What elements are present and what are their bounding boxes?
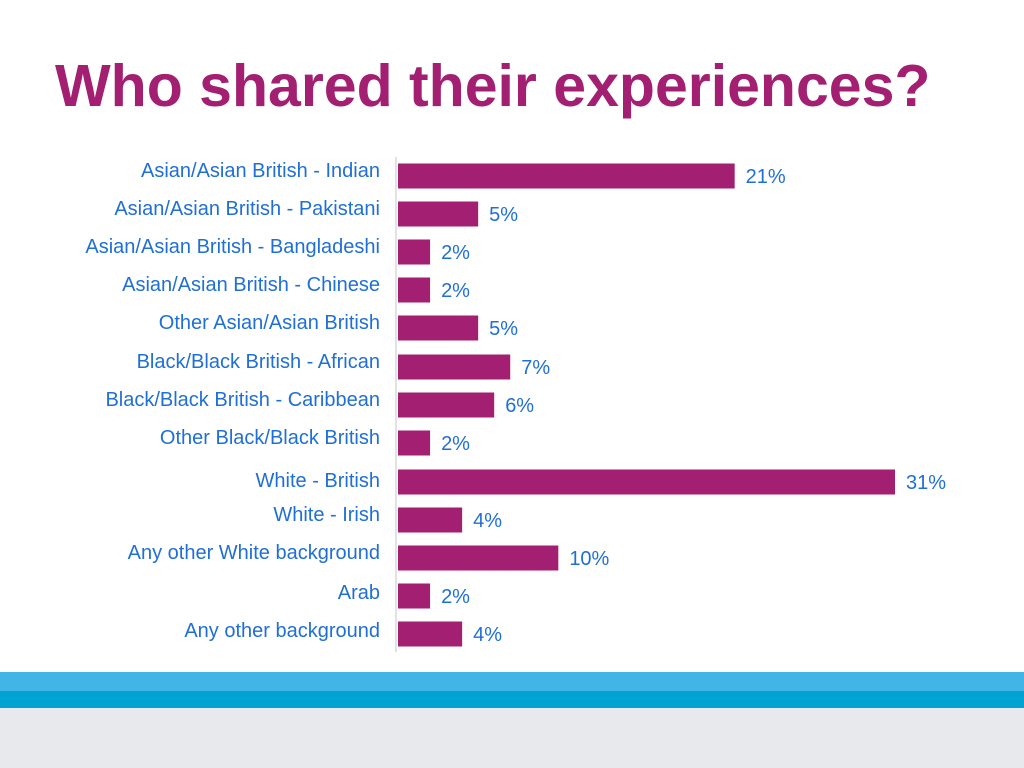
bar [398,277,431,303]
footer-band-light [0,672,1024,691]
bar [398,469,895,495]
category-label: Black/Black British - African [137,351,380,373]
category-label: White - Irish [273,504,380,526]
bars-group: Asian/Asian British - Indian 21% Asian/Asi… [85,160,946,647]
bar [398,430,431,456]
category-label: Other Black/Black British [160,427,380,449]
category-label: Arab [338,582,380,604]
bar [398,239,431,265]
value-label: 2% [441,280,470,302]
footer-band-dark [0,691,1024,708]
bar [398,354,511,380]
slide-title: Who shared their experiences? [55,53,931,119]
value-label: 6% [505,395,534,417]
bar [398,621,463,647]
bar [398,201,479,227]
value-label: 10% [569,548,609,570]
value-label: 21% [746,166,786,188]
category-label: Asian/Asian British - Indian [141,160,380,182]
bar [398,583,431,609]
bar [398,163,735,189]
value-label: 2% [441,433,470,455]
category-label: Asian/Asian British - Bangladeshi [85,236,380,258]
category-label: Any other background [184,620,380,642]
bar [398,315,479,341]
category-label: White - British [256,470,380,492]
value-label: 2% [441,242,470,264]
category-label: Black/Black British - Caribbean [105,389,380,411]
value-label: 4% [473,510,502,532]
value-label: 2% [441,586,470,608]
bar [398,545,559,571]
value-label: 7% [521,357,550,379]
bar [398,392,495,418]
value-label: 5% [489,204,518,226]
footer-band-grey [0,708,1024,768]
category-label: Any other White background [128,542,380,564]
category-label: Asian/Asian British - Chinese [122,274,380,296]
value-label: 31% [906,472,946,494]
value-label: 5% [489,318,518,340]
category-label: Asian/Asian British - Pakistani [114,198,380,220]
category-label: Other Asian/Asian British [159,312,380,334]
bar [398,507,463,533]
value-label: 4% [473,624,502,646]
